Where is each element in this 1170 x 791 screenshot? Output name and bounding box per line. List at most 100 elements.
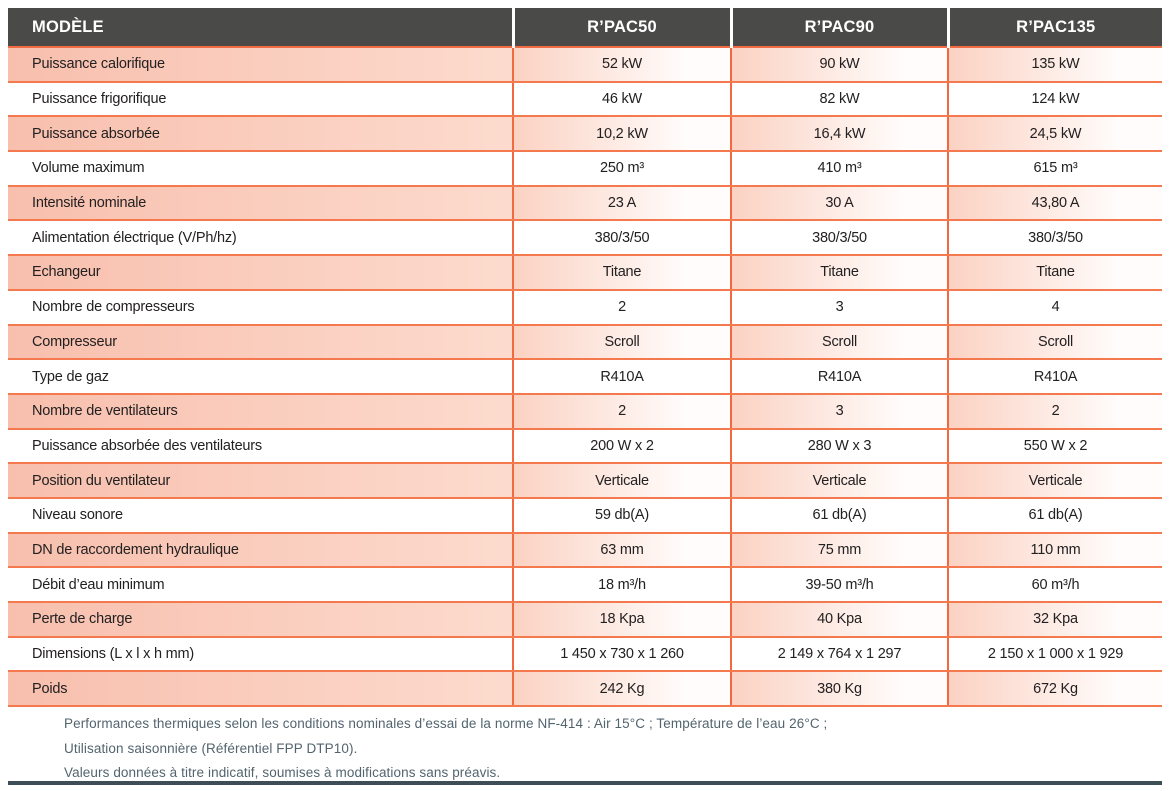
spec-value-cell: 2 (512, 393, 731, 430)
spec-value-cell: 30 A (730, 185, 948, 222)
spec-value-cell: 242 Kg (512, 671, 731, 708)
footnote-line: Performances thermiques selon les condit… (64, 716, 828, 731)
spec-value-cell: 380/3/50 (947, 220, 1162, 257)
spec-label-cell: Alimentation électrique (V/Ph/hz) (8, 220, 513, 257)
spec-value-cell: R410A (730, 359, 948, 395)
header-column-rpac135: R’PAC135 (946, 8, 1162, 48)
table-row: Perte de charge 18 Kpa 40 Kpa 32 Kpa (8, 602, 1162, 638)
spec-value-cell: 82 kW (730, 81, 948, 118)
spec-value-cell: 18 Kpa (512, 602, 731, 638)
spec-value-cell: 32 Kpa (947, 602, 1162, 638)
spec-value-cell: 61 db(A) (947, 497, 1162, 534)
spec-value-cell: Titane (947, 255, 1162, 291)
spec-label-cell: Compresseur (8, 324, 513, 361)
spec-value-cell: 250 m³ (512, 151, 731, 187)
spec-value-cell: 380 Kg (730, 671, 948, 708)
spec-value-cell: Titane (512, 255, 731, 291)
spec-value-cell: 1 450 x 730 x 1 260 (512, 636, 731, 673)
spec-value-cell: 10,2 kW (512, 116, 731, 153)
spec-value-cell: 52 kW (512, 47, 731, 83)
spec-value-cell: 43,80 A (947, 185, 1162, 222)
spec-label-cell: Echangeur (8, 255, 513, 291)
spec-label-cell: Perte de charge (8, 602, 513, 638)
spec-value-cell: 672 Kg (947, 671, 1162, 708)
footnote-line: Utilisation saisonnière (Référentiel FPP… (64, 740, 358, 756)
spec-value-cell: 59 db(A) (512, 497, 731, 534)
spec-value-cell: Scroll (947, 324, 1162, 361)
spec-value-cell: R410A (947, 359, 1162, 395)
spec-label-cell: Poids (8, 671, 513, 708)
spec-label-cell: Niveau sonore (8, 497, 513, 534)
spec-value-cell: Verticale (730, 463, 948, 499)
spec-table-header: MODÈLE R’PAC50 R’PAC90 R’PAC135 (8, 8, 1162, 48)
spec-value-cell: 63 mm (512, 532, 731, 569)
bottom-divider-bar (8, 781, 1162, 785)
spec-label-cell: Position du ventilateur (8, 463, 513, 499)
spec-label-cell: Volume maximum (8, 151, 513, 187)
footnotes: Performances thermiques selon les condit… (64, 712, 1124, 786)
header-model-label: MODÈLE (8, 8, 513, 48)
spec-value-cell: Scroll (730, 324, 948, 361)
spec-value-cell: 2 (947, 393, 1162, 430)
header-row: MODÈLE R’PAC50 R’PAC90 R’PAC135 (8, 8, 1162, 48)
spec-value-cell: 380/3/50 (730, 220, 948, 257)
table-row: DN de raccordement hydraulique 63 mm 75 … (8, 532, 1162, 569)
spec-value-cell: 550 W x 2 (947, 428, 1162, 465)
spec-label-cell: Type de gaz (8, 359, 513, 395)
spec-value-cell: 90 kW (730, 47, 948, 83)
spec-label-cell: Nombre de compresseurs (8, 289, 513, 326)
table-row: Niveau sonore 59 db(A) 61 db(A) 61 db(A) (8, 497, 1162, 534)
spec-value-cell: 410 m³ (730, 151, 948, 187)
spec-value-cell: 124 kW (947, 81, 1162, 118)
spec-value-cell: 16,4 kW (730, 116, 948, 153)
spec-value-cell: R410A (512, 359, 731, 395)
footnote-line: Valeurs données à titre indicatif, soumi… (64, 765, 501, 780)
table-row: Puissance frigorifique 46 kW 82 kW 124 k… (8, 81, 1162, 118)
spec-value-cell: 46 kW (512, 81, 731, 118)
spec-label-cell: DN de raccordement hydraulique (8, 532, 513, 569)
spec-value-cell: 18 m³/h (512, 567, 731, 603)
spec-value-cell: 110 mm (947, 532, 1162, 569)
spec-label-cell: Intensité nominale (8, 185, 513, 222)
spec-value-cell: Scroll (512, 324, 731, 361)
spec-label-cell: Nombre de ventilateurs (8, 393, 513, 430)
table-row: Position du ventilateur Verticale Vertic… (8, 463, 1162, 499)
spec-value-cell: 2 (512, 289, 731, 326)
spec-value-cell: 3 (730, 289, 948, 326)
spec-table-body: Puissance calorifique 52 kW 90 kW 135 kW… (8, 47, 1162, 708)
spec-value-cell: 24,5 kW (947, 116, 1162, 153)
spec-table: MODÈLE R’PAC50 R’PAC90 R’PAC135 Puissanc… (8, 8, 1162, 708)
table-row: Compresseur Scroll Scroll Scroll (8, 324, 1162, 361)
spec-value-cell: 75 mm (730, 532, 948, 569)
spec-label-cell: Puissance absorbée des ventilateurs (8, 428, 513, 465)
table-row: Type de gaz R410A R410A R410A (8, 359, 1162, 395)
header-column-rpac90: R’PAC90 (729, 8, 948, 48)
spec-value-cell: 135 kW (947, 47, 1162, 83)
spec-value-cell: 2 149 x 764 x 1 297 (730, 636, 948, 673)
header-column-rpac50: R’PAC50 (511, 8, 731, 48)
spec-value-cell: 23 A (512, 185, 731, 222)
table-row: Puissance absorbée des ventilateurs 200 … (8, 428, 1162, 465)
table-row: Volume maximum 250 m³ 410 m³ 615 m³ (8, 151, 1162, 187)
spec-value-cell: Verticale (512, 463, 731, 499)
table-row: Intensité nominale 23 A 30 A 43,80 A (8, 185, 1162, 222)
spec-value-cell: Verticale (947, 463, 1162, 499)
spec-value-cell: 40 Kpa (730, 602, 948, 638)
spec-value-cell: 380/3/50 (512, 220, 731, 257)
spec-label-cell: Débit d’eau minimum (8, 567, 513, 603)
spec-label-cell: Puissance calorifique (8, 47, 513, 83)
table-row: Débit d’eau minimum 18 m³/h 39-50 m³/h 6… (8, 567, 1162, 603)
spec-value-cell: Titane (730, 255, 948, 291)
spec-value-cell: 60 m³/h (947, 567, 1162, 603)
spec-value-cell: 615 m³ (947, 151, 1162, 187)
table-row: Poids 242 Kg 380 Kg 672 Kg (8, 671, 1162, 708)
spec-value-cell: 280 W x 3 (730, 428, 948, 465)
spec-label-cell: Puissance frigorifique (8, 81, 513, 118)
spec-value-cell: 61 db(A) (730, 497, 948, 534)
spec-label-cell: Dimensions (L x l x h mm) (8, 636, 513, 673)
table-row: Echangeur Titane Titane Titane (8, 255, 1162, 291)
table-row: Puissance calorifique 52 kW 90 kW 135 kW (8, 47, 1162, 83)
table-row: Dimensions (L x l x h mm) 1 450 x 730 x … (8, 636, 1162, 673)
spec-value-cell: 39-50 m³/h (730, 567, 948, 603)
